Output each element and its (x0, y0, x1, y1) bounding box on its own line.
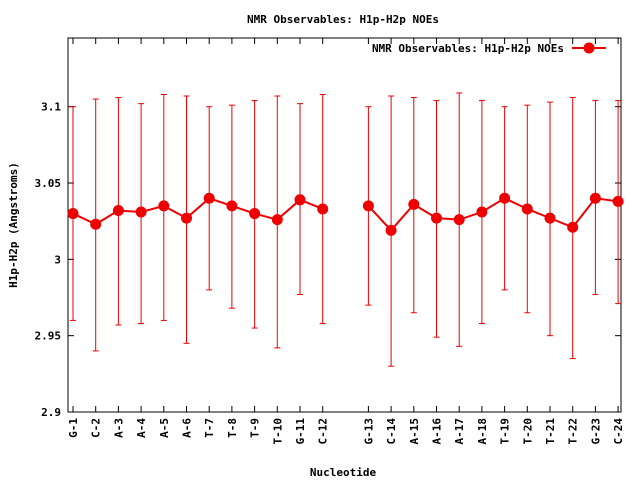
x-tick-label: T-20 (521, 418, 534, 445)
x-tick-label: T-21 (544, 418, 557, 445)
x-tick-label: A-16 (431, 418, 444, 445)
x-tick-label: A-4 (135, 418, 148, 438)
x-tick-label: C-14 (385, 418, 398, 445)
data-point (294, 194, 306, 206)
x-tick-label: T-9 (249, 418, 262, 438)
y-tick-label: 3.05 (35, 177, 62, 190)
x-tick-label: G-11 (294, 418, 307, 445)
data-point (226, 200, 238, 212)
y-tick-label: 3 (54, 253, 61, 266)
data-point (67, 208, 79, 220)
x-tick-label: A-17 (453, 418, 466, 445)
x-tick-label: C-12 (317, 418, 330, 445)
x-tick-label: A-6 (181, 418, 194, 438)
data-point (203, 192, 215, 204)
x-tick-label: G-13 (362, 418, 375, 445)
data-point (431, 212, 442, 224)
x-tick-label: T-8 (226, 418, 239, 438)
y-tick-label: 2.95 (35, 330, 62, 343)
series-line-segment (72, 197, 324, 226)
error-bars (70, 92, 622, 367)
data-point (544, 212, 556, 224)
legend-marker (583, 42, 595, 54)
series-lines (72, 197, 619, 232)
x-tick-label: G-1 (67, 418, 80, 438)
data-point (476, 206, 488, 218)
y-axis: 2.9 2.95 3 3.05 3.1 (35, 101, 621, 419)
data-point (112, 204, 124, 216)
y-axis-title: H1p-H2p (Angstroms) (7, 162, 20, 288)
x-tick-label: T-10 (271, 418, 284, 445)
y-tick-label: 2.9 (41, 406, 61, 419)
x-axis: G-1 C-2 A-3 A-4 A-5 A-6 T-7 T-8 T-9 T-10 G-11 C-12 G… (67, 38, 625, 445)
data-point (249, 208, 261, 220)
data-point (181, 212, 192, 224)
data-point (158, 200, 170, 212)
plot-area-frame (67, 37, 622, 413)
data-point (521, 203, 533, 215)
x-tick-label: T-7 (203, 418, 216, 438)
data-point (612, 195, 624, 207)
x-tick-label: T-19 (499, 418, 512, 445)
legend-label: NMR Observables: H1p-H2p NOEs (372, 42, 564, 55)
data-point (135, 206, 147, 218)
data-point (385, 224, 397, 236)
data-point (362, 200, 374, 212)
x-tick-label: A-15 (408, 418, 421, 445)
x-tick-label: A-18 (476, 418, 489, 445)
legend: NMR Observables: H1p-H2p NOEs (372, 42, 606, 55)
series-line-segment (367, 197, 619, 232)
data-point (271, 214, 283, 226)
data-points (67, 192, 624, 236)
chart-title: NMR Observables: H1p-H2p NOEs (247, 13, 439, 26)
data-point (499, 192, 511, 204)
y-tick-label: 3.1 (41, 101, 61, 114)
data-point (408, 198, 420, 210)
x-tick-label: C-24 (612, 418, 625, 445)
data-point (317, 203, 329, 215)
x-tick-label: G-23 (589, 418, 602, 445)
x-tick-label: A-5 (158, 418, 171, 438)
x-tick-label: C-2 (90, 418, 103, 438)
x-tick-label: A-3 (112, 418, 125, 438)
data-point (589, 192, 601, 204)
data-point (567, 221, 579, 233)
data-point (453, 214, 465, 226)
x-tick-label: T-22 (567, 418, 580, 445)
data-point (90, 218, 102, 230)
x-axis-title: Nucleotide (310, 466, 377, 479)
